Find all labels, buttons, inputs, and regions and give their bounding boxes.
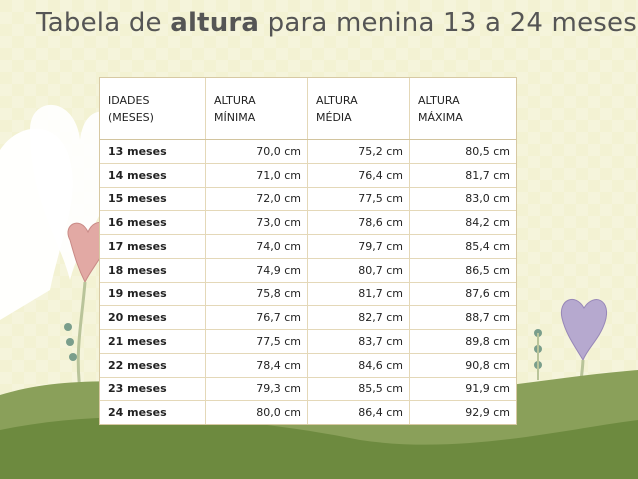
cell-min: 71,0 cm <box>205 163 308 188</box>
table-row: 20 meses 76,7 cm 82,7 cm 88,7 cm <box>100 305 516 330</box>
cell-max: 89,8 cm <box>409 329 516 354</box>
cell-min: 80,0 cm <box>205 400 308 424</box>
table-row: 15 meses 72,0 cm 77,5 cm 83,0 cm <box>100 187 516 212</box>
cell-max: 91,9 cm <box>409 377 516 402</box>
table-row: 18 meses 74,9 cm 80,7 cm 86,5 cm <box>100 258 516 283</box>
title-bold-word: altura <box>170 8 260 38</box>
cell-min: 77,5 cm <box>205 329 308 354</box>
cell-age: 16 meses <box>100 210 206 235</box>
table-row: 24 meses 80,0 cm 86,4 cm 92,9 cm <box>100 400 516 424</box>
cell-avg: 83,7 cm <box>307 329 410 354</box>
height-table-container: IDADES (MESES) ALTURA MÍNIMA ALTURA MÉDIA A… <box>99 77 517 425</box>
cell-max: 85,4 cm <box>409 234 516 259</box>
cell-avg: 78,6 cm <box>307 210 410 235</box>
cell-min: 78,4 cm <box>205 353 308 378</box>
cell-avg: 80,7 cm <box>307 258 410 283</box>
page-title: Tabela de altura para menina 13 a 24 mes… <box>36 8 637 38</box>
cell-age: 21 meses <box>100 329 206 354</box>
table-row: 16 meses 73,0 cm 78,6 cm 84,2 cm <box>100 210 516 235</box>
cell-min: 75,8 cm <box>205 282 308 307</box>
cell-age: 13 meses <box>100 139 206 164</box>
cell-min: 74,9 cm <box>205 258 308 283</box>
cell-avg: 82,7 cm <box>307 305 410 330</box>
table-row: 22 meses 78,4 cm 84,6 cm 90,8 cm <box>100 353 516 378</box>
header-min-height: ALTURA MÍNIMA <box>205 78 308 140</box>
table-row: 21 meses 77,5 cm 83,7 cm 89,8 cm <box>100 329 516 354</box>
cell-max: 88,7 cm <box>409 305 516 330</box>
cell-max: 92,9 cm <box>465 406 510 420</box>
cell-min: 72,0 cm <box>205 187 308 212</box>
cell-avg: 81,7 cm <box>307 282 410 307</box>
cell-age: 17 meses <box>100 234 206 259</box>
table-header-row: IDADES (MESES) ALTURA MÍNIMA ALTURA MÉDIA A… <box>100 78 516 140</box>
cell-max: 80,5 cm <box>409 139 516 164</box>
cell-age: 18 meses <box>100 258 206 283</box>
table-row: 23 meses 79,3 cm 85,5 cm 91,9 cm <box>100 377 516 402</box>
cell-max: 84,2 cm <box>409 210 516 235</box>
cell-max: 86,5 cm <box>409 258 516 283</box>
title-suffix: para menina 13 a 24 meses <box>259 8 637 38</box>
cell-max: 87,6 cm <box>409 282 516 307</box>
cell-age: 24 meses <box>100 400 206 424</box>
cell-max: 83,0 cm <box>409 187 516 212</box>
cell-avg: 84,6 cm <box>307 353 410 378</box>
cell-avg: 77,5 cm <box>307 187 410 212</box>
stem-dot-icon <box>66 338 74 346</box>
title-prefix: Tabela de <box>36 8 171 38</box>
cell-avg: 86,4 cm <box>307 400 410 424</box>
lavender-heart-flower-icon <box>560 298 608 362</box>
pink-flower-stem <box>76 281 87 391</box>
stem-dot-icon <box>64 323 72 331</box>
cell-age: 19 meses <box>100 282 206 307</box>
cell-max: 90,8 cm <box>409 353 516 378</box>
cell-avg: 75,2 cm <box>307 139 410 164</box>
header-max-height: ALTURA MÁXIMA <box>409 78 516 140</box>
cell-min: 76,7 cm <box>205 305 308 330</box>
white-heart-shape <box>30 104 122 280</box>
table-row: 14 meses 71,0 cm 76,4 cm 81,7 cm <box>100 163 516 188</box>
table-row: 19 meses 75,8 cm 81,7 cm 87,6 cm <box>100 282 516 307</box>
height-table: IDADES (MESES) ALTURA MÍNIMA ALTURA MÉDIA A… <box>100 78 516 424</box>
hill-front <box>0 416 638 479</box>
header-ages: IDADES (MESES) <box>100 78 206 140</box>
cell-age: 20 meses <box>100 305 206 330</box>
cell-age: 15 meses <box>100 187 206 212</box>
cell-age: 22 meses <box>100 353 206 378</box>
cell-min: 74,0 cm <box>205 234 308 259</box>
table-row: 17 meses 74,0 cm 79,7 cm 85,4 cm <box>100 234 516 259</box>
cell-age: 23 meses <box>100 377 206 402</box>
cell-min: 70,0 cm <box>205 139 308 164</box>
header-avg-height: ALTURA MÉDIA <box>307 78 410 140</box>
stem-dot-icon <box>69 353 77 361</box>
cell-avg: 79,7 cm <box>307 234 410 259</box>
cell-avg: 76,4 cm <box>307 163 410 188</box>
cell-min: 79,3 cm <box>205 377 308 402</box>
cell-avg: 85,5 cm <box>307 377 410 402</box>
cell-age: 14 meses <box>100 163 206 188</box>
cell-min: 73,0 cm <box>205 210 308 235</box>
cell-max: 81,7 cm <box>409 163 516 188</box>
table-row: 13 meses 70,0 cm 75,2 cm 80,5 cm <box>100 139 516 164</box>
